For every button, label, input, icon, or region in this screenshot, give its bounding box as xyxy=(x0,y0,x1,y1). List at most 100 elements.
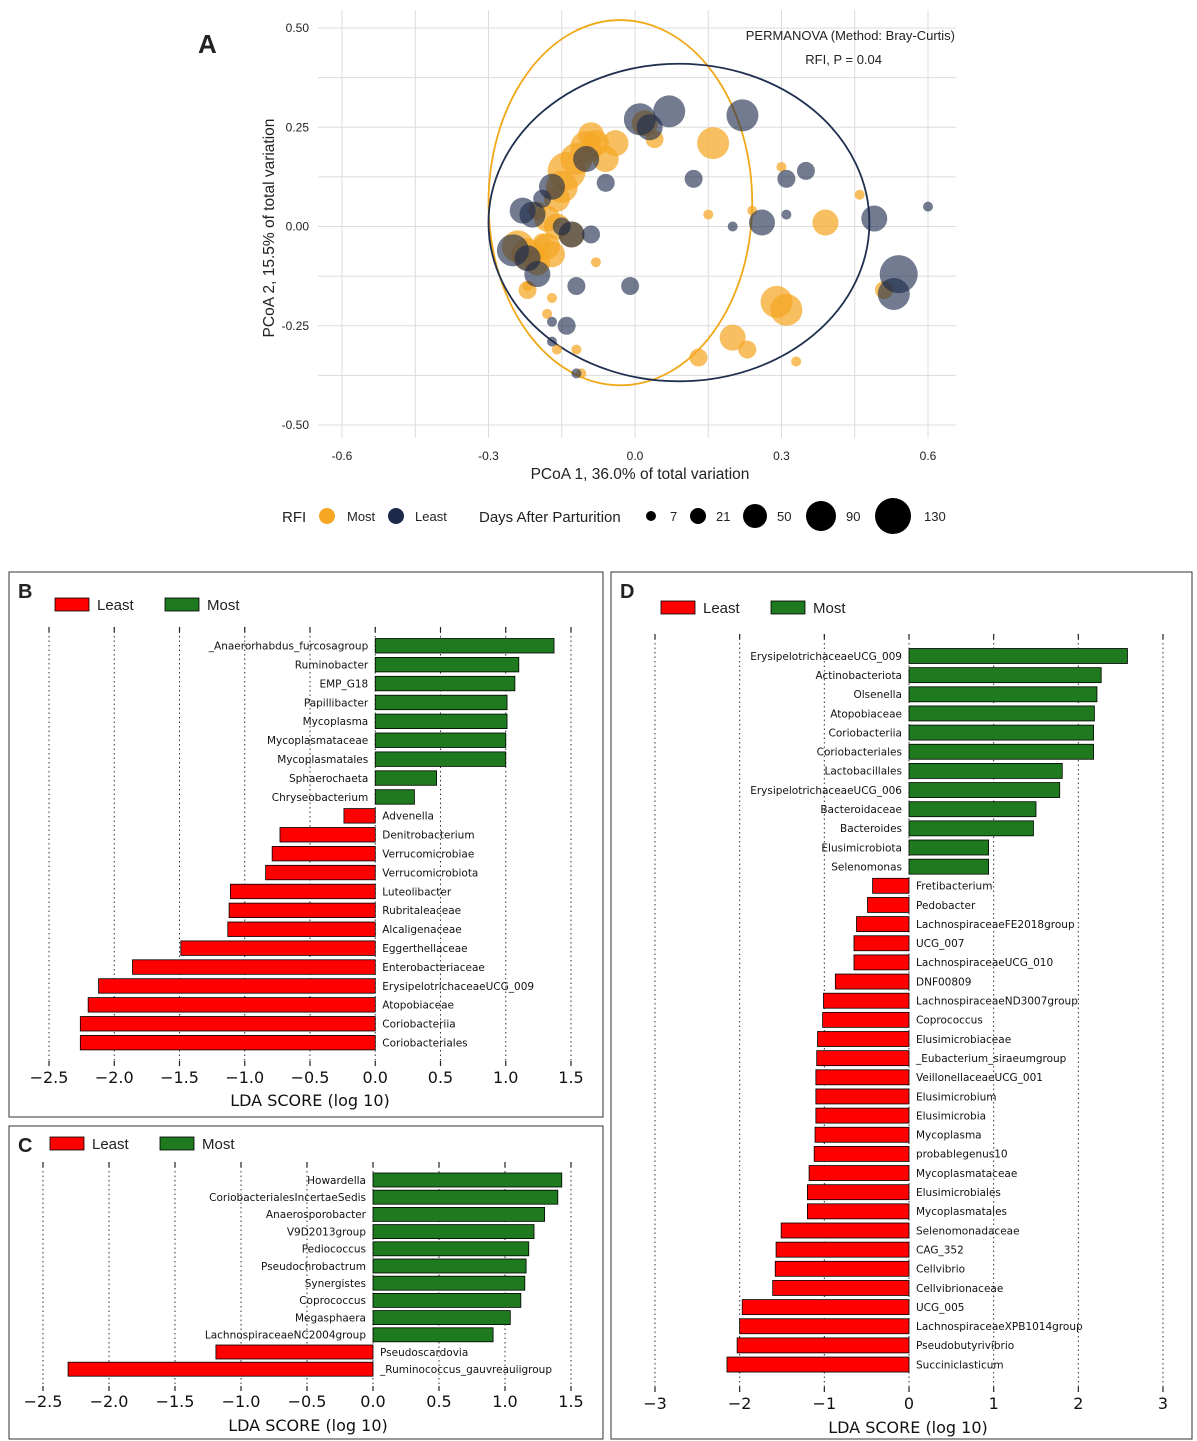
bar-category-label: Rubritaleaceae xyxy=(382,905,461,917)
bar-category-label: Verrucomicrobiae xyxy=(382,848,474,860)
bar-least xyxy=(736,1337,910,1354)
bar-category-label: Elusimicrobiales xyxy=(916,1187,1001,1199)
bar-most xyxy=(908,763,1063,779)
panel-c-lda-chart: C Least Most −2.5 −2.0 −1.5 −1.0 −0.5 0.0 0.5 1.0… xyxy=(18,1135,584,1435)
legend-size-50-dot xyxy=(743,504,767,528)
bar-category-label: Mycoplasmatales xyxy=(277,754,368,766)
bar-category-label: DNF00809 xyxy=(916,976,971,988)
bar-least xyxy=(807,1184,910,1201)
bar-least xyxy=(813,1146,910,1162)
legend-least-swatch xyxy=(54,597,90,612)
scatter-point-least xyxy=(557,316,576,335)
bar-least xyxy=(814,1126,910,1143)
bar-least xyxy=(815,1107,910,1124)
bar-most xyxy=(372,1224,535,1239)
bar-category-label: Eggerthellaceae xyxy=(382,943,467,955)
bar-most xyxy=(908,743,1094,760)
legend-most-dot xyxy=(319,508,335,524)
bar-most xyxy=(374,657,520,673)
bar-most xyxy=(908,839,989,856)
scatter-point-least xyxy=(727,221,738,232)
legend-least-swatch xyxy=(49,1136,85,1151)
bar-category-label: Cellvibrio xyxy=(916,1264,965,1276)
x-tick-label: −0.5 xyxy=(288,1392,327,1411)
scatter-point-least xyxy=(726,99,759,132)
bar-least xyxy=(823,992,910,1009)
scatter-point-least xyxy=(777,169,796,188)
bar-category-label: Advenella xyxy=(382,811,434,823)
bar-least xyxy=(271,846,376,862)
bar-least xyxy=(817,1031,910,1047)
scatter-point-most xyxy=(551,344,562,355)
bar-least xyxy=(853,935,910,952)
x-tick-label: 0.5 xyxy=(428,1068,453,1087)
scatter-point-most xyxy=(719,324,746,351)
bar-least xyxy=(180,940,376,956)
bar-most xyxy=(372,1275,526,1291)
bar-category-label: Mycoplasma xyxy=(303,716,369,728)
scatter-point-most xyxy=(697,127,730,160)
confidence-ellipse-most xyxy=(487,19,754,387)
x-tick-label: −1 xyxy=(813,1394,837,1413)
bar-category-label: Mycoplasmataceae xyxy=(267,735,368,747)
bar-category-label: Elusimicrobiaceae xyxy=(916,1034,1011,1046)
bar-most xyxy=(372,1310,511,1325)
bar-least xyxy=(343,808,376,824)
legend-least-dot xyxy=(388,508,404,524)
legend-size-50-label: 50 xyxy=(777,509,791,524)
bar-least xyxy=(780,1222,910,1239)
scatter-point-most xyxy=(738,340,757,359)
bar-category-label: Anaerosporobacter xyxy=(266,1209,367,1221)
bar-category-label: Elusimicrobiota xyxy=(821,842,902,854)
legend-size-90-label: 90 xyxy=(846,509,860,524)
scatter-point-least xyxy=(781,209,792,220)
bar-category-label: Pseudobutyrivibrio xyxy=(916,1340,1014,1352)
legend-least-label: Least xyxy=(92,1136,130,1153)
bar-least xyxy=(774,1260,910,1277)
bar-category-label: ErysipelotrichaceaeUCG_009 xyxy=(750,651,902,663)
bar-least xyxy=(215,1344,374,1360)
scatter-point-least xyxy=(573,146,600,173)
bar-least xyxy=(808,1165,910,1181)
bar-category-label: probablegenus10 xyxy=(916,1149,1008,1161)
bar-category-label: _Ruminococcus_gauvreauiigroup xyxy=(379,1364,552,1376)
bar-most xyxy=(908,705,1095,722)
rfi-p-annotation: RFI, P = 0.04 xyxy=(805,52,882,67)
bar-category-label: Atopobiaceae xyxy=(382,1000,454,1012)
bar-least xyxy=(816,1050,910,1067)
scatter-point-most xyxy=(590,257,601,268)
bar-category-label: Succiniclasticum xyxy=(916,1359,1004,1371)
scatter-point-most xyxy=(854,189,865,200)
bar-least xyxy=(87,997,376,1013)
bar-most xyxy=(372,1172,563,1188)
panel-a-y-axis-title: PCoA 2, 15.5% of total variation xyxy=(261,119,278,338)
bar-most xyxy=(372,1189,559,1205)
bar-category-label: Megasphaera xyxy=(295,1312,366,1324)
panel-a-pcoa-plot: A -0.6 -0.3 0.0 0.3 0.6 0.50 0.25 0.00 -0.25 -0.5… xyxy=(198,10,956,534)
panel-c-letter: C xyxy=(18,1135,32,1157)
scatter-point-least xyxy=(748,209,775,236)
bar-category-label: LachnospiraceaeFE2018group xyxy=(916,919,1075,931)
bar-least xyxy=(815,1069,910,1086)
panel-b-lda-chart: B Least Most −2.5 −2.0 −1.5 −1.0 −0.5 0.0 0.5 1.0… xyxy=(18,581,584,1110)
x-tick-label: 0.0 xyxy=(627,449,644,463)
x-tick-label: 2 xyxy=(1073,1394,1083,1413)
bar-category-label: Selenomonas xyxy=(831,861,902,873)
bar-category-label: Alcaligenaceae xyxy=(382,924,461,936)
scatter-point-least xyxy=(582,225,601,244)
bar-least xyxy=(228,902,376,918)
panel-b-letter: B xyxy=(18,581,32,603)
bar-category-label: Mycoplasma xyxy=(916,1130,982,1142)
bar-category-label: Denitrobacterium xyxy=(382,830,474,842)
panel-a-points xyxy=(496,95,933,379)
x-tick-label: −1.0 xyxy=(222,1392,261,1411)
bar-category-label: Selenomonadaceae xyxy=(916,1225,1020,1237)
bar-category-label: Luteolibacter xyxy=(382,886,452,898)
bar-most xyxy=(374,638,555,654)
bar-most xyxy=(374,770,437,786)
bar-category-label: Enterobacteriaceae xyxy=(382,962,485,974)
bar-category-label: Verrucomicrobiota xyxy=(382,867,478,879)
panel-a-letter: A xyxy=(198,29,217,59)
bar-category-label: UCG_007 xyxy=(916,938,964,950)
x-tick-label: −1.0 xyxy=(225,1068,264,1087)
